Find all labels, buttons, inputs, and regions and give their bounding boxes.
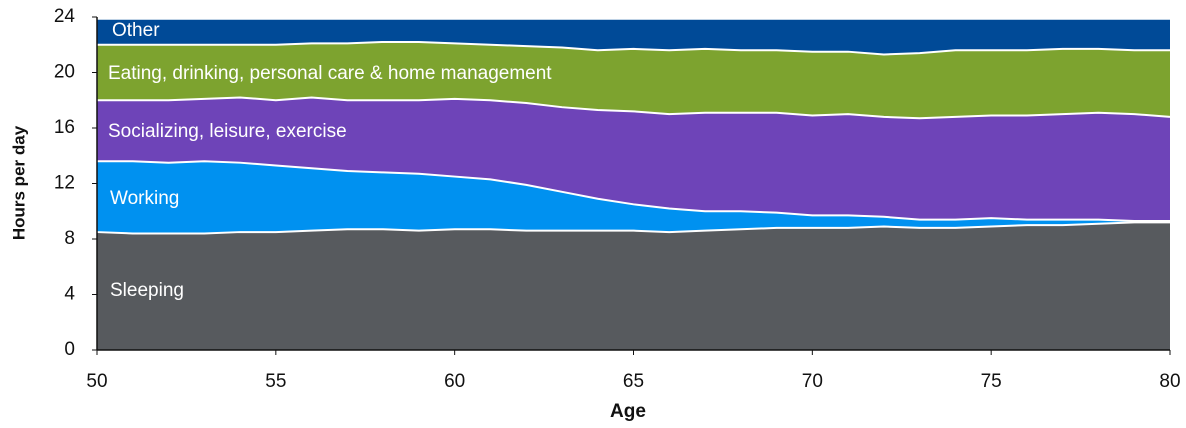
y-tick-label: 8 bbox=[64, 228, 75, 249]
y-tick-label: 12 bbox=[54, 173, 75, 194]
series-label: Socializing, leisure, exercise bbox=[108, 121, 347, 142]
area bbox=[97, 222, 1170, 350]
area bbox=[97, 41, 1170, 119]
boundary-line bbox=[97, 40, 1170, 56]
plot-area bbox=[96, 19, 1171, 350]
series-label: Working bbox=[110, 188, 179, 209]
x-tick-label: 75 bbox=[981, 371, 1002, 392]
boundary-line bbox=[97, 96, 1171, 120]
y-tick-label: 24 bbox=[54, 6, 76, 27]
y-axis-title: Hours per day bbox=[9, 125, 28, 240]
boundary-line bbox=[96, 221, 1170, 235]
y-tick-label: 0 bbox=[64, 339, 75, 360]
area bbox=[97, 161, 1170, 234]
x-tick-label: 55 bbox=[265, 371, 286, 392]
y-tick-label: 4 bbox=[64, 284, 75, 305]
series-label: Other bbox=[112, 20, 160, 41]
x-tick-label: 60 bbox=[444, 371, 465, 392]
x-tick-label: 65 bbox=[623, 371, 644, 392]
x-tick-label: 80 bbox=[1159, 371, 1180, 392]
area bbox=[97, 19, 1170, 55]
y-tick-label: 16 bbox=[54, 117, 75, 138]
boundary-line bbox=[97, 160, 1170, 222]
x-tick-label: 70 bbox=[802, 371, 823, 392]
series-label: Eating, drinking, personal care & home m… bbox=[108, 63, 552, 84]
area bbox=[97, 97, 1170, 221]
series-label: Sleeping bbox=[110, 280, 184, 301]
y-tick-label: 20 bbox=[54, 62, 75, 83]
x-axis-title: Age bbox=[610, 401, 646, 422]
x-tick-label: 50 bbox=[86, 371, 107, 392]
